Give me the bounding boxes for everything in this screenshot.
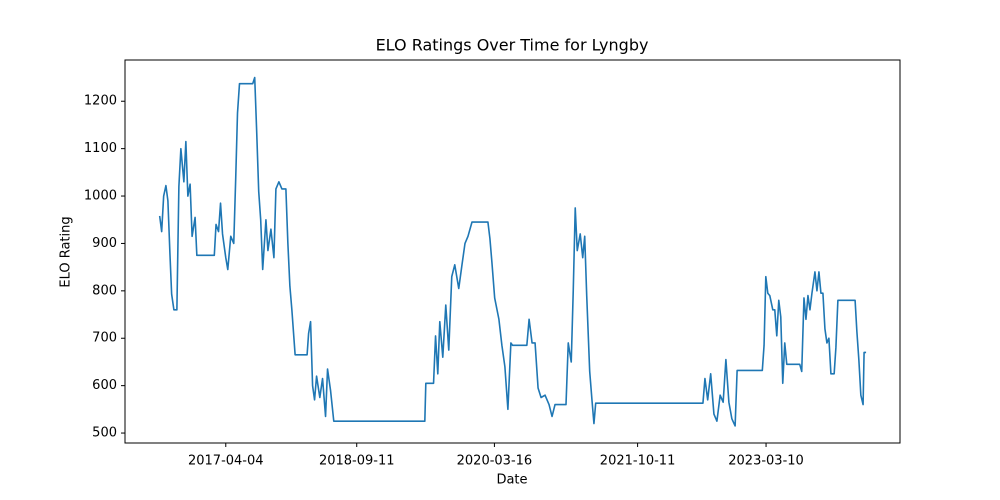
y-tick-label: 800 [92,283,117,298]
x-tick-label: 2018-09-11 [319,454,395,469]
y-tick-label: 900 [92,236,117,251]
x-tick-label: 2017-04-04 [188,454,264,469]
chart-title: ELO Ratings Over Time for Lyngby [376,36,649,55]
y-tick-label: 1100 [84,141,117,156]
y-tick-label: 600 [92,378,117,393]
y-tick-label: 700 [92,331,117,346]
x-tick-label: 2023-03-10 [728,454,804,469]
line [158,76,867,427]
y-axis-label: ELO Rating [59,216,74,287]
y-tick-label: 1200 [84,94,117,109]
x-tick-label: 2020-03-16 [457,454,533,469]
y-tick-label: 500 [92,426,117,441]
x-tick-label: 2021-10-11 [600,454,676,469]
x-axis-label: Date [496,473,527,488]
y-tick-label: 1000 [84,189,117,204]
plot-frame [124,59,901,444]
